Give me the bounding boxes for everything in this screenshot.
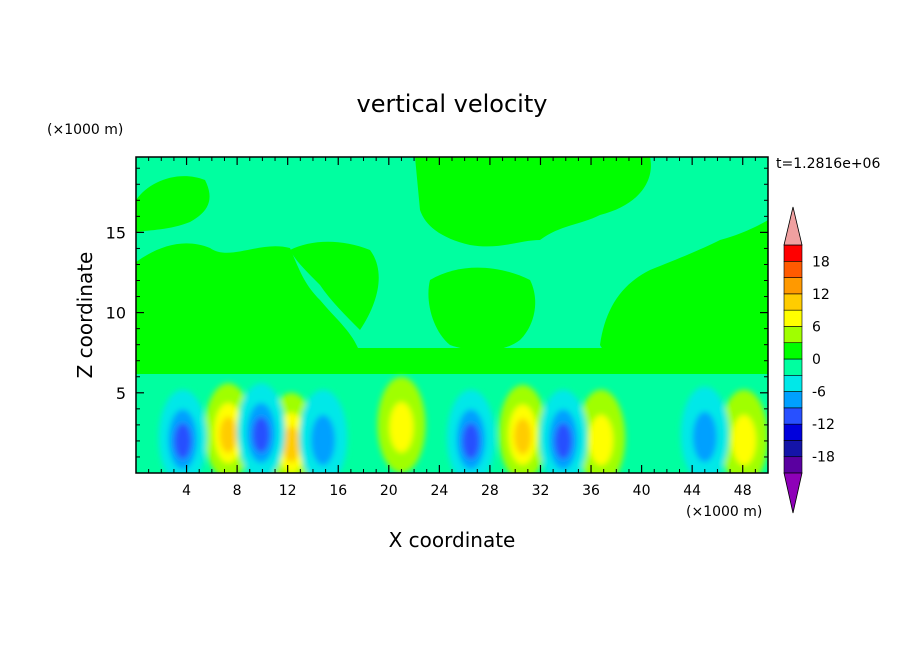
updraft-contour-0-3	[219, 416, 237, 453]
colorbar-label--6: -6	[812, 385, 826, 401]
updraft-contour-3-3	[514, 418, 532, 455]
colorbar-label-6: 6	[812, 319, 821, 335]
patch-center-mid	[428, 267, 536, 351]
x-tick-label-8: 8	[233, 483, 242, 499]
downdraft-contour-1-3	[252, 416, 270, 453]
x-tick-label-48: 48	[734, 483, 752, 499]
colorbar-band-5	[783, 374, 803, 392]
velocity-field	[136, 157, 768, 473]
colorbar-band-12	[783, 260, 803, 278]
x-tick-label-44: 44	[683, 483, 701, 499]
patch-top-left	[136, 176, 210, 232]
colorbar-band-9	[783, 309, 803, 327]
y-tick-label-5: 5	[116, 384, 126, 403]
downdraft-cell-3	[446, 389, 495, 473]
y-axis-label: Z coordinate	[73, 252, 97, 379]
colorbar-band-10	[783, 293, 803, 311]
colorbar-band-1	[783, 440, 803, 458]
updraft-cell-3	[498, 384, 547, 473]
updraft-contour-1-3	[282, 426, 301, 463]
x-axis: 4 8 12 16 20 24 28 32 36 40 44 48	[148, 157, 756, 499]
colorbar-band-4	[783, 391, 803, 409]
x-tick-label-16: 16	[329, 483, 347, 499]
downdraft-contour-4-3	[554, 423, 572, 460]
upper-green-patches	[136, 157, 768, 374]
x-tick-label-36: 36	[582, 483, 600, 499]
y-unit-label: (×1000 m)	[47, 122, 123, 138]
colorbar-band-13	[783, 244, 803, 262]
colorbar-label--12: -12	[812, 417, 835, 433]
downdraft-contour-5-2	[692, 411, 717, 463]
x-tick-label-40: 40	[633, 483, 651, 499]
colorbar-band-0	[783, 456, 803, 474]
y-axis: 5 10 15	[106, 167, 768, 458]
colorbar-label--18: -18	[812, 450, 835, 466]
y-tick-label-10: 10	[106, 304, 126, 323]
time-label: t=1.2816e+06	[776, 156, 880, 172]
downdraft-cell-5	[680, 386, 729, 473]
colorbar: 18 12 6 0 -6 -12 -18	[783, 206, 835, 514]
colorbar-band-8	[783, 326, 803, 344]
colorbar-label-18: 18	[812, 254, 830, 270]
downdraft-cell-4	[539, 389, 588, 473]
chart-title: vertical velocity	[357, 90, 548, 118]
colorbar-band-11	[783, 277, 803, 295]
x-axis-label: X coordinate	[389, 528, 516, 552]
patch-mid-left	[290, 241, 379, 330]
patch-low-band	[136, 348, 768, 374]
updraft-contour-2-2	[389, 402, 414, 453]
x-tick-label-12: 12	[279, 483, 297, 499]
updraft-cell-2	[377, 376, 426, 473]
downdraft-cell-0	[158, 389, 207, 473]
downdraft-contour-0-3	[174, 423, 192, 460]
downdraft-cell-2	[299, 389, 348, 473]
downdraft-contour-2-2	[311, 414, 336, 466]
colorbar-label-12: 12	[812, 287, 830, 303]
downdraft-cell-1	[237, 383, 286, 473]
x-tick-label-32: 32	[532, 483, 550, 499]
colorbar-min-arrow	[783, 472, 803, 514]
x-tick-label-28: 28	[481, 483, 499, 499]
colorbar-band-3	[783, 407, 803, 425]
x-tick-label-4: 4	[182, 483, 191, 499]
colorbar-max-arrow	[783, 206, 803, 246]
updraft-cell-5	[719, 389, 768, 473]
updraft-contour-4-2	[589, 414, 614, 466]
patch-center	[415, 157, 651, 247]
patch-left	[136, 243, 358, 362]
patch-right	[600, 220, 768, 369]
y-tick-label-15: 15	[106, 223, 126, 242]
colorbar-band-2	[783, 423, 803, 441]
colorbar-label-0: 0	[812, 352, 821, 368]
updraft-cell-4	[577, 389, 626, 473]
updraft-contour-5-2	[731, 414, 756, 466]
x-tick-label-20: 20	[380, 483, 398, 499]
x-unit-label: (×1000 m)	[686, 504, 762, 520]
downdraft-contour-3-3	[462, 423, 480, 460]
colorbar-band-7	[783, 342, 803, 360]
colorbar-band-6	[783, 358, 803, 376]
x-tick-label-24: 24	[430, 483, 448, 499]
